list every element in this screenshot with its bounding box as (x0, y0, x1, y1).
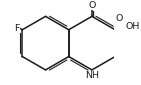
Text: O: O (88, 1, 96, 10)
Text: O: O (115, 14, 123, 23)
Text: NH: NH (85, 71, 99, 80)
Text: OH: OH (126, 23, 140, 32)
Text: F: F (14, 24, 20, 33)
